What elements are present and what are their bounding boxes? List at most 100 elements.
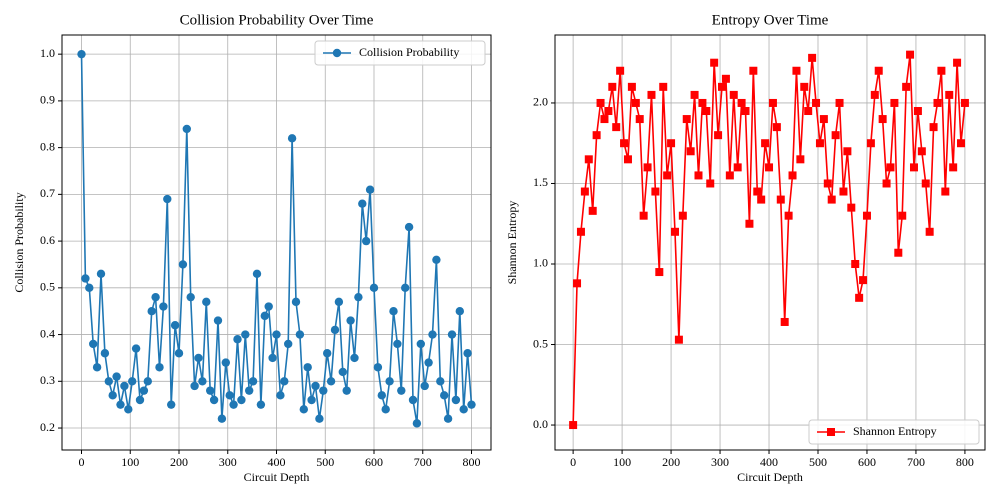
marker xyxy=(151,292,160,302)
marker xyxy=(580,187,589,196)
marker xyxy=(272,330,281,339)
marker xyxy=(112,372,121,381)
marker xyxy=(757,195,766,204)
axes-frame xyxy=(61,34,492,451)
marker xyxy=(784,211,793,220)
marker xyxy=(780,317,789,326)
chart-title: Entropy Over Time xyxy=(712,12,829,28)
marker xyxy=(170,321,180,330)
y-tick-label: 1.0 xyxy=(40,46,55,60)
marker xyxy=(401,283,410,293)
marker xyxy=(898,211,907,220)
marker xyxy=(937,66,946,75)
marker xyxy=(346,316,355,325)
marker xyxy=(135,395,145,405)
marker xyxy=(776,195,785,204)
marker xyxy=(631,98,640,107)
marker xyxy=(124,405,133,414)
marker xyxy=(600,115,609,124)
marker xyxy=(725,171,734,180)
marker xyxy=(241,330,250,339)
x-tick-label: 800 xyxy=(463,455,481,469)
y-tick-label: 0.0 xyxy=(533,417,548,431)
marker xyxy=(694,171,703,180)
legend-label: Shannon Entropy xyxy=(853,424,937,438)
marker xyxy=(276,391,285,400)
marker xyxy=(369,283,379,293)
marker xyxy=(674,335,683,344)
marker xyxy=(886,163,895,172)
x-tick-label: 600 xyxy=(365,455,383,469)
marker xyxy=(131,344,141,353)
marker xyxy=(260,311,269,321)
marker xyxy=(381,405,390,414)
x-tick-label: 400 xyxy=(268,455,286,469)
marker xyxy=(85,283,94,293)
marker xyxy=(163,194,172,204)
marker xyxy=(365,185,375,194)
marker xyxy=(933,98,942,107)
marker xyxy=(655,268,664,277)
marker xyxy=(949,163,958,172)
marker xyxy=(467,400,476,409)
marker xyxy=(209,395,219,405)
marker xyxy=(307,395,316,405)
marker xyxy=(917,147,926,156)
y-axis-label: Shannon Entropy xyxy=(505,201,519,285)
marker xyxy=(264,302,273,311)
marker xyxy=(929,123,938,132)
marker xyxy=(698,98,707,107)
marker xyxy=(866,139,875,148)
marker xyxy=(960,98,969,107)
marker xyxy=(835,98,844,107)
marker xyxy=(416,339,425,349)
marker xyxy=(326,377,336,386)
marker xyxy=(827,195,836,204)
marker xyxy=(737,98,746,107)
marker xyxy=(847,203,856,212)
marker xyxy=(862,211,871,220)
marker xyxy=(92,363,102,372)
marker xyxy=(768,98,777,107)
marker xyxy=(213,316,223,325)
axes-frame xyxy=(554,34,986,451)
marker xyxy=(194,353,203,363)
marker xyxy=(428,330,437,339)
marker xyxy=(921,179,930,188)
marker xyxy=(139,386,149,395)
marker xyxy=(268,353,277,363)
marker xyxy=(256,400,266,409)
marker xyxy=(358,199,367,208)
marker xyxy=(245,386,254,395)
marker xyxy=(385,377,394,386)
marker xyxy=(100,349,110,358)
marker xyxy=(248,377,258,386)
marker xyxy=(143,377,152,386)
marker xyxy=(584,155,593,164)
marker xyxy=(859,276,868,285)
marker xyxy=(651,187,660,196)
marker xyxy=(338,367,347,377)
x-tick-label: 400 xyxy=(760,455,778,469)
marker xyxy=(108,391,117,400)
marker xyxy=(643,163,652,172)
marker xyxy=(616,66,625,75)
y-tick-label: 1.5 xyxy=(533,175,548,189)
marker xyxy=(812,98,821,107)
marker xyxy=(291,297,301,307)
marker xyxy=(299,405,308,414)
marker xyxy=(804,107,813,116)
marker xyxy=(761,139,770,148)
marker xyxy=(894,248,903,257)
marker xyxy=(690,90,699,99)
marker xyxy=(155,363,164,372)
marker xyxy=(635,115,644,124)
marker xyxy=(925,227,934,236)
marker xyxy=(397,386,406,395)
marker xyxy=(870,90,879,99)
marker xyxy=(945,90,954,99)
marker xyxy=(455,306,464,316)
y-tick-label: 0.6 xyxy=(40,233,55,247)
marker xyxy=(424,358,433,367)
y-tick-label: 0.8 xyxy=(40,139,55,153)
